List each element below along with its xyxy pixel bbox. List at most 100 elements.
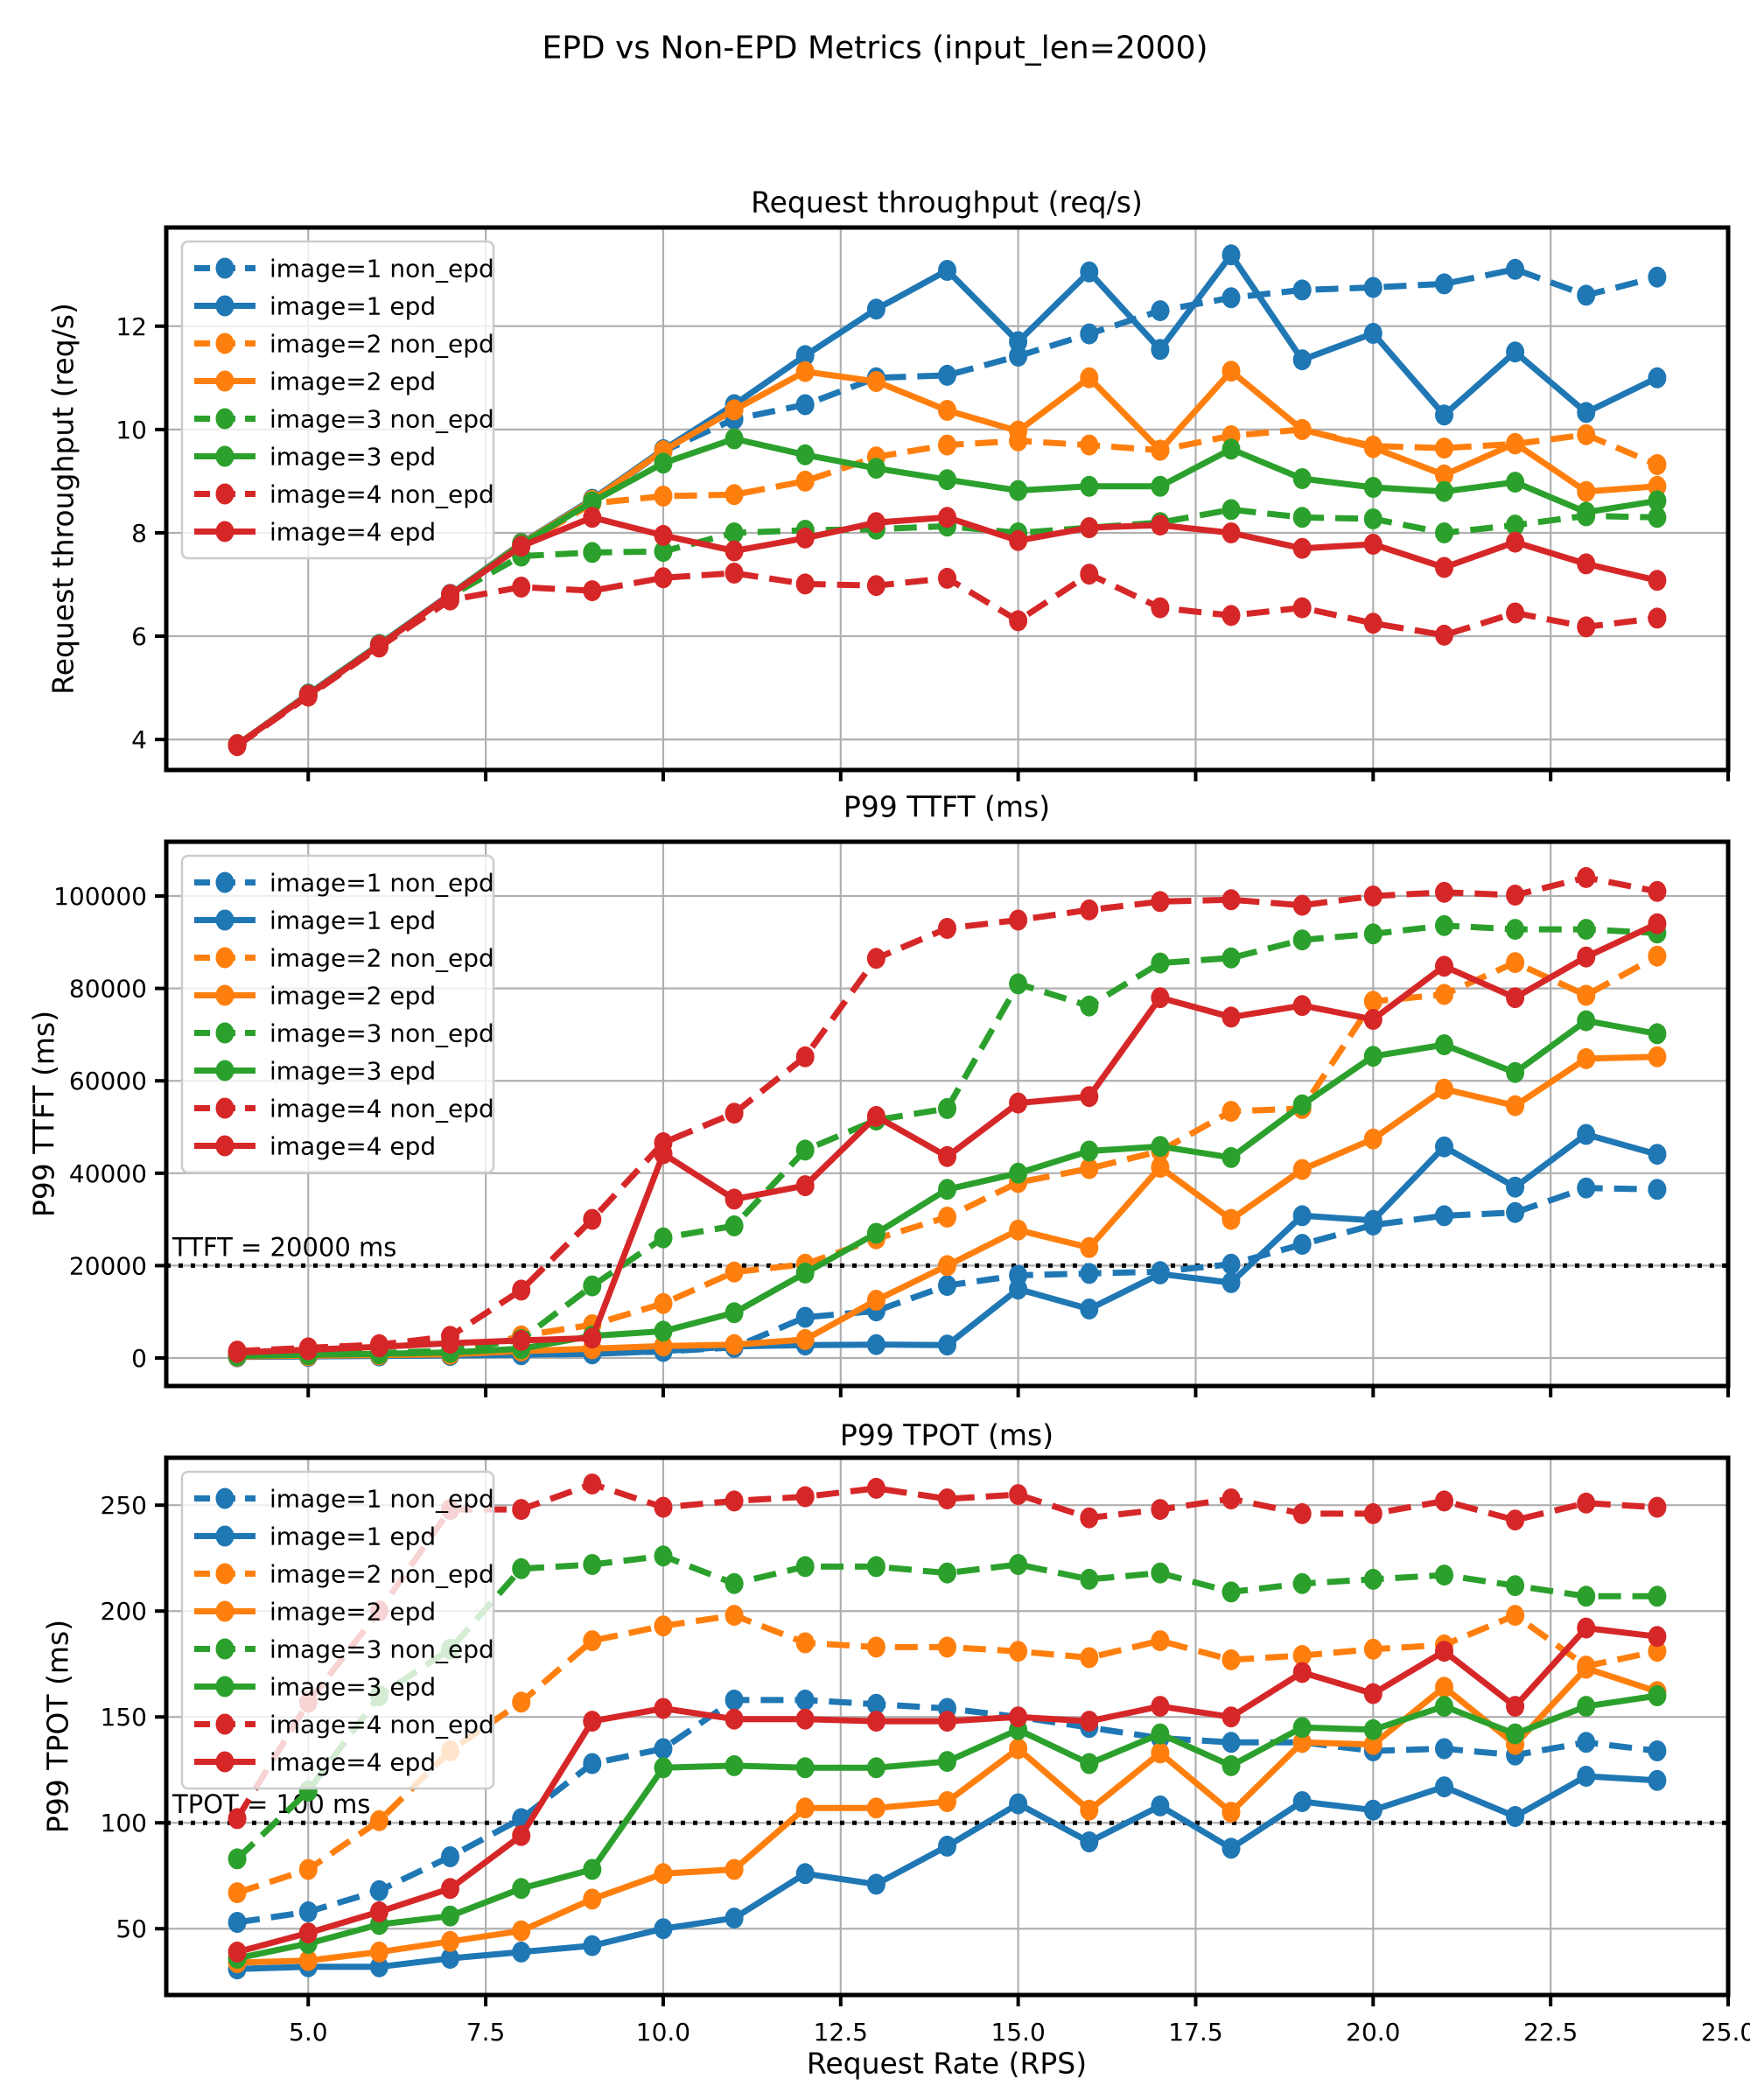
data-point bbox=[1292, 894, 1312, 916]
data-point bbox=[1009, 529, 1028, 551]
data-point bbox=[1648, 1769, 1667, 1791]
data-point bbox=[1151, 300, 1170, 322]
data-point bbox=[1506, 341, 1525, 363]
data-point bbox=[1648, 880, 1667, 902]
data-point bbox=[1577, 866, 1596, 888]
data-point bbox=[724, 522, 744, 543]
ttft-chart: TTFT = 20000 ms 0 20000 40000 60000 80000 1000… bbox=[53, 839, 1731, 1397]
data-point bbox=[1222, 1208, 1241, 1230]
data-point bbox=[1648, 507, 1667, 528]
data-point bbox=[1151, 987, 1170, 1009]
data-point bbox=[512, 536, 531, 557]
data-point bbox=[1292, 507, 1312, 528]
y-tick-label: 80000 bbox=[69, 975, 147, 1004]
data-point bbox=[1151, 1696, 1170, 1718]
legend-label: image=1 non_epd bbox=[270, 869, 494, 898]
data-point bbox=[512, 1329, 531, 1351]
data-point bbox=[583, 1554, 602, 1575]
data-point bbox=[1435, 1136, 1453, 1158]
data-point bbox=[795, 345, 815, 367]
data-point bbox=[1222, 244, 1241, 266]
axes-spines bbox=[164, 1455, 1731, 1998]
data-point bbox=[724, 1605, 744, 1627]
y-tick-label: 4 bbox=[131, 725, 147, 754]
data-point bbox=[1577, 424, 1596, 445]
data-point bbox=[1222, 1732, 1241, 1754]
data-point bbox=[1009, 1278, 1028, 1300]
data-point bbox=[938, 1562, 956, 1584]
data-point bbox=[298, 1922, 318, 1944]
data-point bbox=[1435, 404, 1453, 426]
data-point bbox=[938, 1751, 956, 1773]
data-point bbox=[1648, 1626, 1667, 1648]
data-point bbox=[1009, 1793, 1028, 1815]
data-point bbox=[1648, 1144, 1667, 1166]
data-point bbox=[1292, 468, 1312, 489]
data-point bbox=[369, 1810, 388, 1831]
data-point bbox=[1080, 1158, 1099, 1180]
data-point bbox=[938, 1207, 956, 1228]
data-point bbox=[583, 1208, 602, 1230]
data-point bbox=[1435, 1564, 1453, 1586]
data-point bbox=[1363, 437, 1382, 458]
data-point bbox=[866, 1693, 886, 1715]
data-point bbox=[866, 298, 886, 320]
data-point bbox=[1648, 1740, 1667, 1761]
data-point bbox=[1151, 597, 1170, 619]
data-point bbox=[1435, 1641, 1453, 1662]
x-tick-label: 10.0 bbox=[636, 2018, 690, 2047]
axes-spines bbox=[164, 225, 1731, 773]
legend-sample-marker bbox=[215, 408, 234, 430]
data-point bbox=[654, 1757, 673, 1779]
legend-label: image=2 epd bbox=[270, 1598, 436, 1627]
series-image-4-epd bbox=[228, 1617, 1667, 1963]
data-point bbox=[369, 1900, 388, 1922]
data-point bbox=[583, 1711, 602, 1732]
data-point bbox=[866, 1873, 886, 1895]
data-point bbox=[795, 527, 815, 549]
data-point bbox=[1363, 1718, 1382, 1740]
y-tick-label: 200 bbox=[101, 1597, 147, 1626]
legend-sample-marker bbox=[215, 521, 234, 542]
data-point bbox=[228, 1941, 247, 1963]
data-point bbox=[866, 1290, 886, 1311]
data-point bbox=[1506, 1806, 1525, 1827]
series-image-4-epd bbox=[228, 507, 1667, 756]
data-point bbox=[1292, 1502, 1312, 1524]
data-point bbox=[512, 1499, 531, 1521]
series-image-2-epd bbox=[228, 1657, 1667, 1973]
data-point bbox=[583, 491, 602, 513]
data-point bbox=[1648, 1641, 1667, 1662]
data-point bbox=[1506, 258, 1525, 280]
data-point bbox=[1435, 1776, 1453, 1798]
data-point bbox=[1080, 475, 1099, 497]
legend-label: image=2 non_epd bbox=[270, 330, 494, 359]
data-point bbox=[795, 1262, 815, 1284]
legend-label: image=4 epd bbox=[270, 1748, 436, 1777]
data-point bbox=[1151, 1136, 1170, 1158]
data-point bbox=[795, 1139, 815, 1161]
legend-label: image=2 non_epd bbox=[270, 944, 494, 973]
data-point bbox=[724, 1689, 744, 1711]
threshold-annotation: TPOT = 100 ms bbox=[172, 1789, 370, 1819]
data-point bbox=[1435, 1490, 1453, 1512]
data-point bbox=[583, 1327, 602, 1349]
data-point bbox=[1363, 1209, 1382, 1231]
data-point bbox=[1009, 1706, 1028, 1728]
data-point bbox=[795, 1708, 815, 1730]
data-point bbox=[795, 1757, 815, 1779]
data-point bbox=[1363, 612, 1382, 634]
data-point bbox=[1222, 1006, 1241, 1028]
data-point bbox=[1506, 987, 1525, 1009]
legend-sample-marker bbox=[215, 370, 234, 392]
data-point bbox=[1648, 1496, 1667, 1518]
data-point bbox=[512, 1279, 531, 1301]
data-point bbox=[583, 1935, 602, 1956]
data-point bbox=[1506, 1575, 1525, 1597]
data-point bbox=[441, 584, 459, 606]
data-point bbox=[228, 1912, 247, 1933]
data-point bbox=[583, 1753, 602, 1774]
data-point bbox=[1080, 1753, 1099, 1774]
data-point bbox=[724, 1102, 744, 1124]
data-point bbox=[1363, 1046, 1382, 1068]
